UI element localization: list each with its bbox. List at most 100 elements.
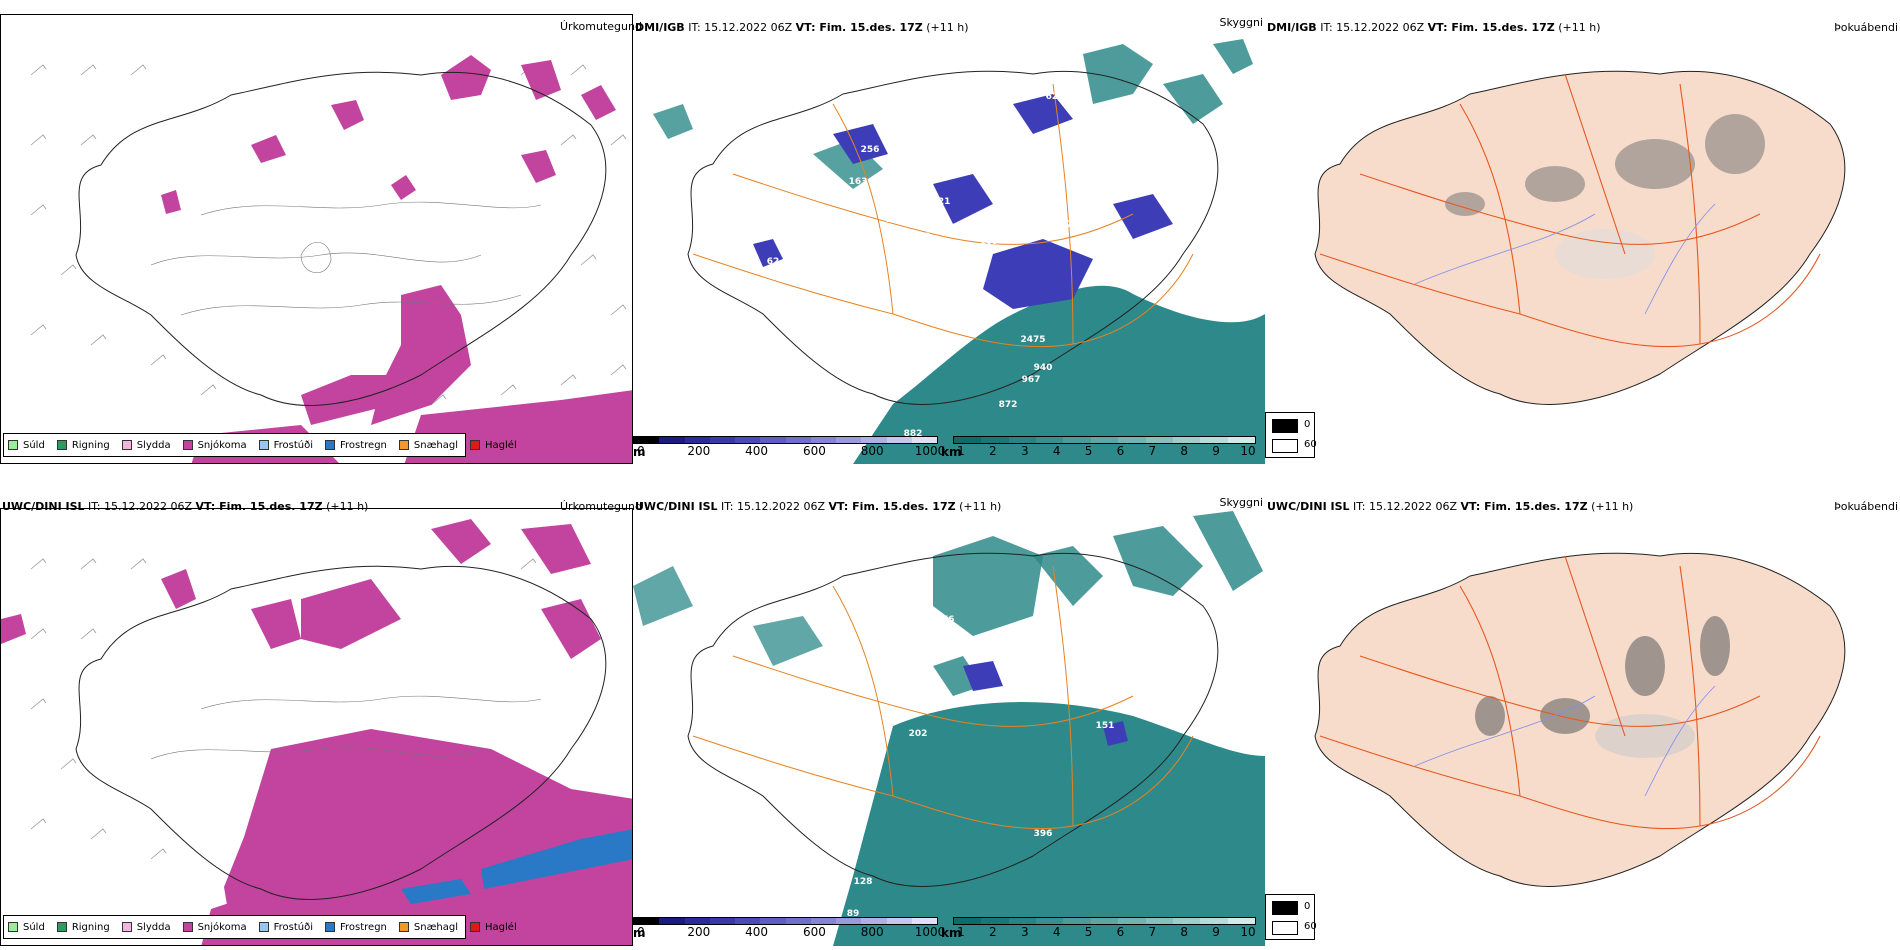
colorbar-tick-label: 3 xyxy=(1020,444,1029,458)
legend-label: Haglél xyxy=(485,921,517,933)
fog-swatch-low xyxy=(1272,439,1298,453)
legend-item: Súld xyxy=(8,922,45,933)
colorbar-step xyxy=(836,918,862,924)
visibility-value-label: 109 xyxy=(980,237,999,247)
visibility-value-label: 256 xyxy=(861,145,880,155)
precip-type-label: Úrkomutegund xyxy=(560,20,642,33)
colorbar-step xyxy=(735,918,761,924)
init-time: IT: 15.12.2022 06Z xyxy=(1353,500,1458,513)
visibility-value-label: 851 xyxy=(919,359,938,369)
fog-legend-high: 0 xyxy=(1304,901,1311,912)
fog-legend-low: 60 xyxy=(1304,439,1317,450)
colorbar-step xyxy=(810,918,836,924)
visibility-value-label: 69 xyxy=(802,232,815,242)
ceiling-colorbar-gradient xyxy=(633,917,938,925)
colorbar-step xyxy=(1118,918,1146,924)
lead-time: (+11 h) xyxy=(926,21,969,34)
visibility-value-label: 237 xyxy=(1054,220,1073,230)
visibility-value-label: 622 xyxy=(1046,92,1065,102)
colorbar-step xyxy=(911,437,937,443)
swatch-snow-pellets xyxy=(398,440,409,450)
visibility-value-label: 882 xyxy=(904,429,923,439)
colorbar-step xyxy=(954,918,982,924)
legend-label: Snæhagl xyxy=(413,921,459,933)
rivers xyxy=(1414,203,1716,315)
colorbar-tick-label: 2 xyxy=(989,925,997,939)
visibility-value-label: 208 xyxy=(1019,222,1038,232)
visibility-unit: km xyxy=(941,926,962,940)
visibility-value-label: 202 xyxy=(874,112,893,122)
colorbar-step xyxy=(709,437,735,443)
legend-item: Snjókoma xyxy=(182,922,247,933)
colorbar-tick-label: 6 xyxy=(1116,925,1125,939)
visibility-value-label: 872 xyxy=(999,400,1018,410)
terrain-contours xyxy=(150,201,542,316)
legend-item: Haglél xyxy=(470,922,517,933)
visibility-value-label: 184 xyxy=(896,187,915,197)
fog-legend-low: 60 xyxy=(1304,921,1317,932)
colorbar-step xyxy=(760,437,786,443)
colorbar-step xyxy=(1145,437,1173,443)
legend-item: Rigning xyxy=(56,439,110,451)
colorbar-step xyxy=(911,918,937,924)
fog-legend-high: 0 xyxy=(1304,419,1311,430)
visibility-value-label: 194 xyxy=(1008,207,1027,217)
visibility-value-label: 202 xyxy=(909,729,928,739)
legend-label: Frostregn xyxy=(340,439,387,451)
roads xyxy=(1319,555,1821,830)
valid-time: VT: Fim. 15.des. 17Z xyxy=(795,21,923,34)
fog-panel-bottom: UWC/DINI ISL IT: 15.12.2022 06Z VT: Fim.… xyxy=(1265,496,1900,946)
swatch-sleet xyxy=(121,440,132,450)
visibility-label: Skyggni xyxy=(1219,496,1263,509)
valid-time: VT: Fim. 15.des. 17Z xyxy=(1427,21,1555,34)
colorbar-tick-label: 7 xyxy=(1148,444,1157,458)
legend-label: Súld xyxy=(23,439,45,451)
visibility-colorbar: 1 2 3 4 5 6 7 8 9 10 xyxy=(953,436,1256,458)
visibility-value-label: 62 xyxy=(767,257,780,267)
ceiling-unit: m xyxy=(633,926,646,940)
colorbar-tick-label: 1000 xyxy=(914,444,946,458)
colorbar-step xyxy=(785,918,811,924)
visibility-value-label: 333 xyxy=(1162,197,1181,207)
colorbar-tick-label: 5 xyxy=(1084,444,1093,458)
colorbar-tick-label: 3 xyxy=(1020,925,1029,939)
lead-time: (+11 h) xyxy=(294,14,336,15)
model-name: DMI/IGB xyxy=(635,21,685,34)
panel-title: UWC/DINI ISL IT: 15.12.2022 06Z VT: Fim.… xyxy=(1267,500,1633,513)
colorbar-tick-label: 0 xyxy=(637,444,645,458)
valid-time: VT: Fim. 15.des. 17Z xyxy=(1460,500,1588,513)
visibility-value-label: 52 xyxy=(737,182,750,192)
visibility-value-label: 396 xyxy=(1034,829,1053,839)
swatch-hail xyxy=(470,922,481,932)
colorbar-tick-label: 4 xyxy=(1052,925,1061,939)
model-name: UWC/DINI ISL xyxy=(635,500,718,513)
ceiling-unit: m xyxy=(633,445,646,459)
legend-label: Rigning xyxy=(71,439,110,451)
low-ceiling-fields xyxy=(963,661,1128,746)
fog-swatch-low xyxy=(1272,921,1298,935)
colorbar-tick-label: 1000 xyxy=(914,925,946,939)
visibility-fields xyxy=(653,39,1265,464)
colorbar-step xyxy=(760,918,786,924)
colorbar-step xyxy=(659,437,685,443)
colorbar-tick-label: 7 xyxy=(1148,925,1157,939)
colorbar-tick-label: 1 xyxy=(957,925,965,939)
colorbar-tick-label: 10 xyxy=(1240,925,1256,939)
visibility-value-label: 27 xyxy=(755,217,768,227)
wind-barbs xyxy=(30,64,627,406)
colorbar-step xyxy=(1200,918,1228,924)
visibility-unit: km xyxy=(941,445,962,459)
colorbar-tick-label: 2 xyxy=(989,444,997,458)
lead-time: (+11 h) xyxy=(959,500,1002,513)
colorbar-step xyxy=(1063,918,1091,924)
visibility-value-label: 89 xyxy=(847,909,860,919)
legend-item: Rigning xyxy=(56,922,110,933)
visibility-value-label: 967 xyxy=(1022,375,1041,385)
visibility-value-label: 376 xyxy=(936,615,955,625)
colorbar-step xyxy=(861,918,887,924)
snow-areas xyxy=(161,55,632,463)
colorbar-tick-label: 5 xyxy=(1084,925,1093,939)
colorbar-tick-label: 10 xyxy=(1240,444,1256,458)
